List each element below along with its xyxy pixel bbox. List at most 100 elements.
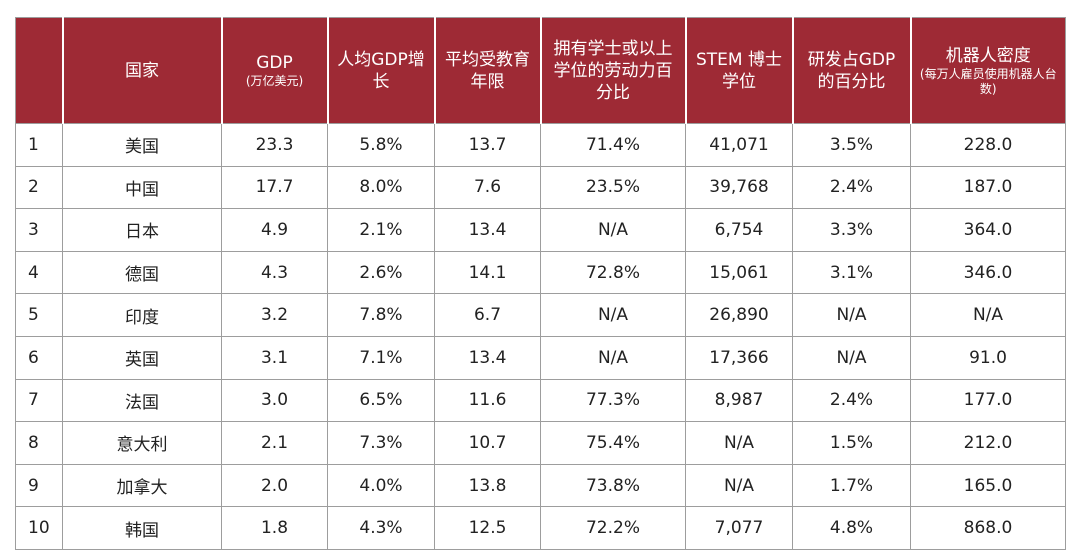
cell-gdp-growth: 4.3% [327, 506, 435, 550]
table-row: 1 美国 23.3 5.8% 13.7 71.4% 41,071 3.5% 228.0 [15, 123, 1066, 167]
cell-gdp: 2.0 [221, 463, 328, 508]
cell-rank: 7 [15, 378, 63, 423]
cell-country: 意大利 [62, 421, 222, 465]
cell-education-years: 13.8 [434, 463, 541, 508]
table-container: 国家 GDP (万亿美元) 人均GDP增长 平均受教育年限 拥有学士或以上学位的… [15, 17, 1066, 550]
header-rd-gdp: 研发占GDP的百分比 [791, 17, 912, 124]
cell-rank: 8 [15, 421, 63, 465]
cell-gdp-growth: 2.6% [327, 250, 435, 295]
cell-bachelor-share: N/A [540, 293, 686, 337]
cell-bachelor-share: 72.2% [540, 506, 686, 550]
cell-gdp: 3.2 [221, 293, 328, 337]
cell-education-years: 13.4 [434, 208, 541, 252]
cell-bachelor-share: 72.8% [540, 250, 686, 295]
cell-country: 印度 [62, 293, 222, 337]
cell-rd-gdp: 4.8% [792, 506, 911, 550]
cell-rd-gdp: 1.5% [792, 421, 911, 465]
cell-country: 日本 [62, 208, 222, 252]
cell-rd-gdp: 1.7% [792, 463, 911, 508]
cell-gdp-growth: 6.5% [327, 378, 435, 423]
table-row: 3 日本 4.9 2.1% 13.4 N/A 6,754 3.3% 364.0 [15, 208, 1066, 252]
table-row: 9 加拿大 2.0 4.0% 13.8 73.8% N/A 1.7% 165.0 [15, 463, 1066, 508]
header-country: 国家 [61, 17, 223, 124]
cell-gdp: 4.9 [221, 208, 328, 252]
header-robot-density-label: 机器人密度 [945, 45, 1031, 66]
cell-stem-phd: 8,987 [685, 378, 793, 423]
header-gdp-label: GDP [256, 53, 293, 73]
cell-gdp: 17.7 [221, 165, 328, 210]
cell-robot-density: 346.0 [910, 250, 1066, 295]
cell-stem-phd: 7,077 [685, 506, 793, 550]
table-row: 4 德国 4.3 2.6% 14.1 72.8% 15,061 3.1% 346.0 [15, 250, 1066, 295]
cell-gdp-growth: 7.8% [327, 293, 435, 337]
cell-rd-gdp: N/A [792, 293, 911, 337]
cell-country: 加拿大 [62, 463, 222, 508]
cell-gdp: 23.3 [221, 123, 328, 167]
cell-rd-gdp: N/A [792, 335, 911, 380]
cell-stem-phd: N/A [685, 421, 793, 465]
cell-rank: 6 [15, 335, 63, 380]
cell-gdp: 2.1 [221, 421, 328, 465]
header-gdp-growth: 人均GDP增长 [326, 17, 436, 124]
cell-education-years: 7.6 [434, 165, 541, 210]
header-stem-phd: STEM 博士学位 [684, 17, 794, 124]
cell-country: 德国 [62, 250, 222, 295]
header-row: 国家 GDP (万亿美元) 人均GDP增长 平均受教育年限 拥有学士或以上学位的… [15, 17, 1066, 124]
cell-rank: 9 [15, 463, 63, 508]
cell-robot-density: 91.0 [910, 335, 1066, 380]
cell-robot-density: 187.0 [910, 165, 1066, 210]
cell-rd-gdp: 2.4% [792, 165, 911, 210]
cell-robot-density: 212.0 [910, 421, 1066, 465]
cell-rd-gdp: 3.5% [792, 123, 911, 167]
cell-robot-density: 868.0 [910, 506, 1066, 550]
header-rank [15, 17, 64, 124]
header-robot-density-unit: (每万人雇员使用机器人台数) [919, 66, 1057, 96]
cell-bachelor-share: 23.5% [540, 165, 686, 210]
cell-rank: 3 [15, 208, 63, 252]
cell-gdp: 3.0 [221, 378, 328, 423]
cell-rank: 10 [15, 506, 63, 550]
cell-gdp-growth: 7.3% [327, 421, 435, 465]
cell-country: 法国 [62, 378, 222, 423]
table-row: 5 印度 3.2 7.8% 6.7 N/A 26,890 N/A N/A [15, 293, 1066, 337]
cell-robot-density: 364.0 [910, 208, 1066, 252]
cell-gdp-growth: 2.1% [327, 208, 435, 252]
cell-education-years: 11.6 [434, 378, 541, 423]
cell-rd-gdp: 2.4% [792, 378, 911, 423]
cell-education-years: 6.7 [434, 293, 541, 337]
cell-bachelor-share: 71.4% [540, 123, 686, 167]
cell-gdp: 3.1 [221, 335, 328, 380]
cell-robot-density: 228.0 [910, 123, 1066, 167]
cell-education-years: 13.4 [434, 335, 541, 380]
table-row: 10 韩国 1.8 4.3% 12.5 72.2% 7,077 4.8% 868.0 [15, 506, 1066, 550]
cell-bachelor-share: N/A [540, 335, 686, 380]
cell-country: 美国 [62, 123, 222, 167]
cell-country: 韩国 [62, 506, 222, 550]
cell-stem-phd: N/A [685, 463, 793, 508]
cell-stem-phd: 6,754 [685, 208, 793, 252]
cell-education-years: 12.5 [434, 506, 541, 550]
table-row: 6 英国 3.1 7.1% 13.4 N/A 17,366 N/A 91.0 [15, 335, 1066, 380]
cell-stem-phd: 39,768 [685, 165, 793, 210]
cell-rd-gdp: 3.1% [792, 250, 911, 295]
cell-gdp: 4.3 [221, 250, 328, 295]
cell-rank: 2 [15, 165, 63, 210]
cell-stem-phd: 41,071 [685, 123, 793, 167]
table-row: 7 法国 3.0 6.5% 11.6 77.3% 8,987 2.4% 177.0 [15, 378, 1066, 423]
cell-bachelor-share: N/A [540, 208, 686, 252]
header-gdp-unit: (万亿美元) [245, 74, 304, 88]
cell-gdp-growth: 8.0% [327, 165, 435, 210]
cell-stem-phd: 15,061 [685, 250, 793, 295]
cell-gdp-growth: 4.0% [327, 463, 435, 508]
cell-rank: 1 [15, 123, 63, 167]
table-body: 1 美国 23.3 5.8% 13.7 71.4% 41,071 3.5% 228.0 2 中国 17… [15, 123, 1066, 550]
cell-bachelor-share: 75.4% [540, 421, 686, 465]
header-bachelor-share: 拥有学士或以上学位的劳动力百分比 [539, 17, 687, 124]
cell-robot-density: N/A [910, 293, 1066, 337]
table-row: 8 意大利 2.1 7.3% 10.7 75.4% N/A 1.5% 212.0 [15, 421, 1066, 465]
country-comparison-table: 国家 GDP (万亿美元) 人均GDP增长 平均受教育年限 拥有学士或以上学位的… [15, 17, 1066, 550]
cell-gdp: 1.8 [221, 506, 328, 550]
cell-stem-phd: 17,366 [685, 335, 793, 380]
header-gdp: GDP (万亿美元) [220, 17, 329, 124]
table-row: 2 中国 17.7 8.0% 7.6 23.5% 39,768 2.4% 187.0 [15, 165, 1066, 210]
